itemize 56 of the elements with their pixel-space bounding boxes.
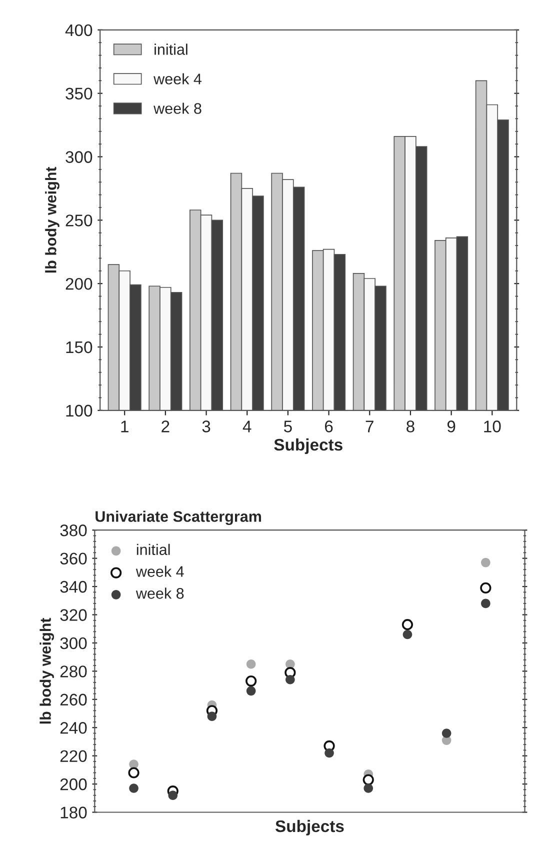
point [481, 598, 490, 608]
y-tick-label: 380 [60, 524, 87, 536]
y-tick-label: 200 [60, 778, 87, 790]
x-tick-label: 2 [162, 420, 170, 432]
y-tick-label: 260 [60, 694, 87, 706]
legend-label: initial [136, 544, 170, 556]
point [207, 712, 217, 721]
point [246, 686, 256, 696]
point [402, 630, 412, 640]
point [246, 675, 257, 687]
point [442, 728, 452, 738]
y-tick-label: 300 [60, 637, 87, 650]
y-tick-label: 100 [66, 404, 92, 417]
point [129, 784, 138, 793]
x-tick-label: 3 [202, 420, 210, 432]
x-axis-title: Subjects [274, 438, 342, 454]
point [286, 674, 295, 684]
x-tick-label: 8 [406, 420, 414, 432]
x-tick-label: 7 [366, 420, 374, 432]
point [364, 784, 374, 793]
y-tick-label: 250 [66, 214, 92, 226]
point [362, 774, 374, 786]
x-tick-label: 5 [284, 420, 292, 432]
y-axis-title: lb body weight [40, 618, 54, 724]
y-tick-label: 350 [66, 88, 92, 100]
point [246, 659, 256, 669]
y-tick-label: 200 [66, 278, 92, 290]
y-tick-label: 150 [66, 341, 92, 354]
legend-label: week 8 [136, 588, 184, 599]
y-tick-label: 400 [65, 24, 92, 36]
point [168, 790, 178, 800]
point [402, 619, 414, 630]
y-tick-label: 280 [60, 666, 87, 678]
y-axis-title: lb body weight [45, 166, 60, 273]
y-tick-label: 240 [60, 722, 87, 734]
x-tick-label: 9 [447, 420, 456, 432]
y-tick-label: 220 [60, 750, 87, 762]
point [480, 582, 492, 594]
x-axis-title: Subjects [275, 820, 344, 836]
chart-title: Univariate Scattergram [96, 510, 262, 526]
x-tick-label: 10 [484, 420, 501, 432]
x-tick-label: 6 [325, 420, 333, 432]
x-tick-label: 4 [242, 420, 252, 432]
legend-label: week 8 [154, 102, 202, 114]
y-tick-label: 340 [60, 580, 87, 593]
legend-label: initial [154, 44, 188, 55]
y-tick-label: 320 [60, 609, 87, 621]
x-tick-label: 1 [121, 420, 128, 432]
legend-label: week 4 [154, 73, 202, 84]
point [128, 767, 140, 778]
y-tick-label: 360 [60, 552, 87, 565]
point [324, 748, 334, 758]
y-tick-label: 300 [66, 151, 92, 163]
y-tick-label: 180 [60, 806, 87, 818]
legend-label: week 4 [136, 566, 184, 577]
point [481, 558, 490, 568]
